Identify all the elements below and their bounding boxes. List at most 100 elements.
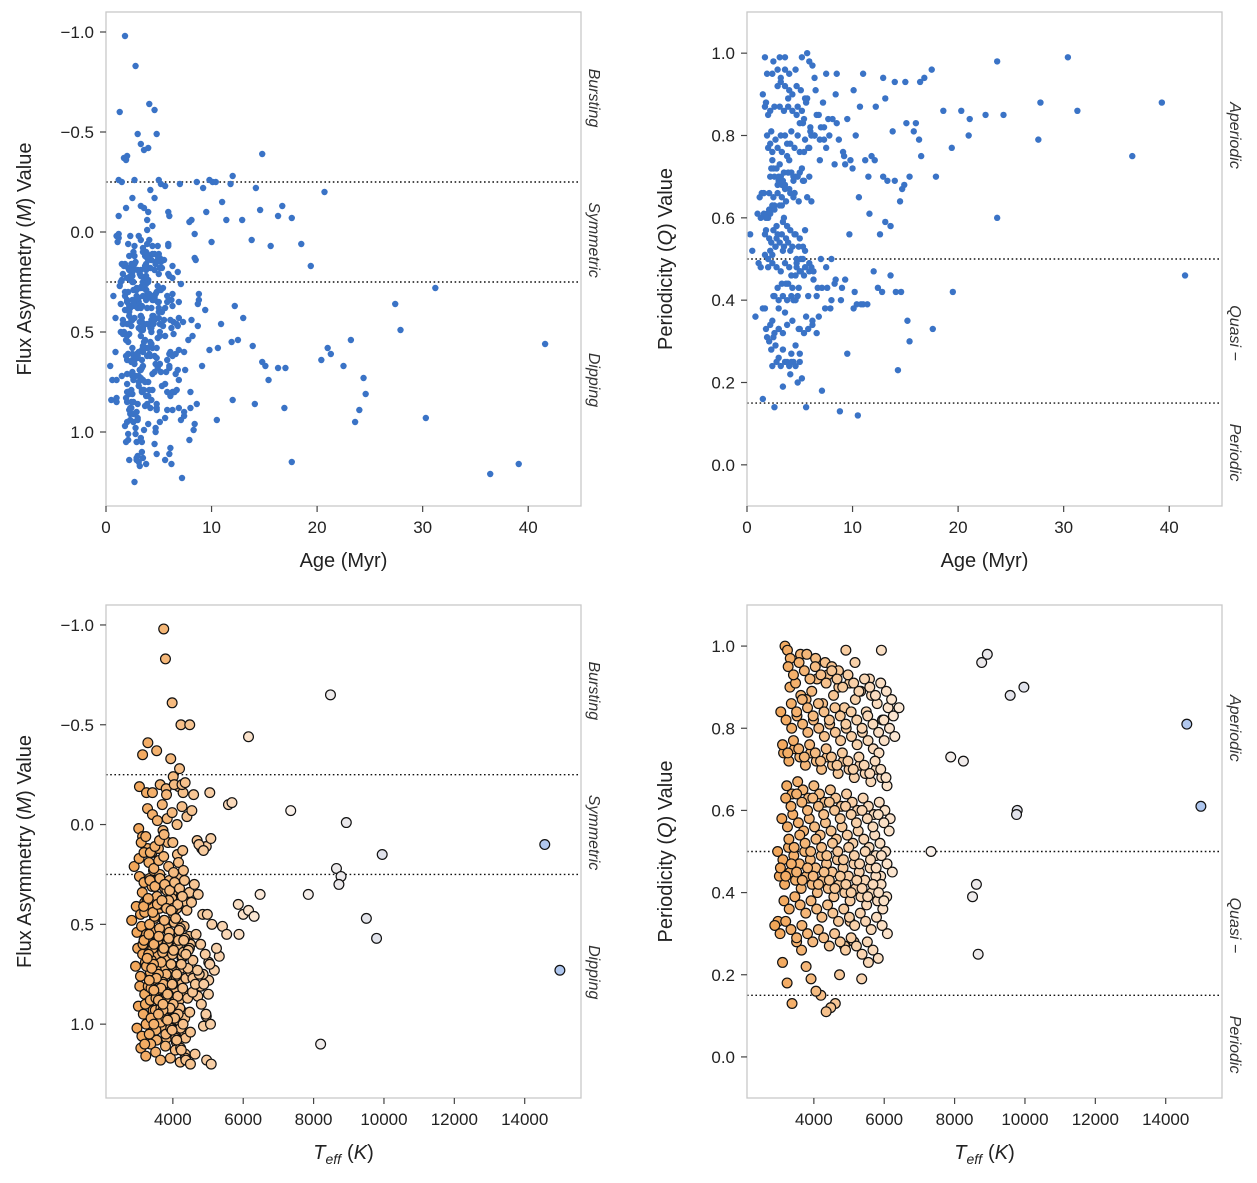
y-tick-label: 0.8	[711, 719, 735, 738]
data-point	[783, 152, 791, 160]
data-point	[976, 657, 988, 669]
data-point	[791, 788, 803, 800]
data-point	[797, 718, 809, 730]
data-point	[487, 470, 494, 478]
data-point	[806, 685, 818, 697]
data-point	[826, 837, 838, 849]
data-point	[124, 430, 132, 438]
data-point	[115, 230, 122, 238]
data-point	[175, 958, 187, 970]
data-point	[749, 247, 756, 254]
data-point	[887, 710, 899, 722]
data-point	[113, 376, 120, 384]
data-point	[769, 157, 776, 164]
data-point	[356, 406, 363, 414]
data-point	[784, 169, 792, 176]
data-point	[127, 232, 134, 240]
data-point	[834, 936, 846, 948]
data-point	[167, 837, 179, 849]
x-tick-label: 30	[1054, 518, 1073, 537]
data-point	[195, 296, 203, 304]
data-point	[844, 350, 851, 357]
data-point	[826, 132, 833, 139]
data-point	[809, 62, 816, 69]
data-point	[787, 735, 799, 747]
data-point	[178, 474, 186, 482]
data-point	[815, 755, 827, 767]
data-point	[141, 336, 149, 344]
x-tick-label: 4000	[154, 1110, 192, 1129]
data-point	[873, 887, 885, 899]
data-point	[850, 940, 862, 952]
data-point	[797, 268, 805, 275]
data-point	[771, 103, 778, 110]
data-point	[817, 255, 825, 263]
data-point	[809, 321, 816, 329]
data-point	[128, 322, 135, 330]
data-point	[857, 792, 869, 804]
data-point	[791, 706, 803, 718]
data-point	[799, 243, 807, 250]
data-point	[191, 230, 198, 238]
data-point	[143, 254, 151, 262]
data-point	[315, 1038, 327, 1050]
data-point	[133, 292, 140, 300]
data-point	[200, 1008, 212, 1020]
data-point	[810, 985, 822, 997]
data-point	[205, 1058, 217, 1070]
data-point	[865, 173, 872, 180]
data-point	[842, 669, 854, 681]
data-point	[808, 780, 820, 792]
data-point	[777, 362, 784, 370]
data-point	[993, 214, 1001, 222]
data-point	[157, 368, 165, 376]
data-point	[866, 210, 873, 217]
data-point	[847, 763, 859, 775]
data-point	[755, 259, 762, 267]
data-point	[858, 833, 870, 845]
data-point	[846, 231, 853, 238]
region-label: Dipping	[585, 945, 602, 999]
data-point	[161, 789, 173, 801]
data-point	[177, 1018, 189, 1030]
data-point	[131, 252, 138, 260]
data-point	[874, 837, 886, 849]
x-tick-label: 40	[519, 518, 538, 537]
data-point	[790, 358, 797, 366]
data-point	[802, 726, 814, 738]
scatter-points	[769, 640, 1207, 1018]
data-point	[884, 177, 891, 184]
data-point	[123, 380, 131, 388]
data-point	[119, 270, 127, 278]
data-point	[124, 436, 132, 444]
data-point	[160, 256, 168, 264]
data-point	[1004, 689, 1016, 701]
data-point	[248, 910, 260, 922]
region-label: Bursting	[585, 661, 602, 720]
data-point	[886, 693, 898, 705]
x-tick-label: 14000	[501, 1110, 548, 1129]
data-point	[150, 320, 157, 328]
data-point	[155, 298, 162, 306]
data-point	[802, 928, 814, 940]
data-point	[802, 404, 810, 411]
data-point	[238, 216, 246, 224]
data-point	[764, 264, 772, 271]
data-point	[760, 210, 768, 217]
data-point	[554, 964, 566, 976]
data-point	[788, 350, 795, 357]
data-point	[803, 194, 811, 201]
data-point	[151, 745, 163, 757]
y-tick-label: 0.0	[70, 816, 94, 835]
data-point	[170, 912, 182, 924]
data-point	[184, 1006, 196, 1018]
data-point	[818, 706, 830, 718]
data-point	[747, 231, 754, 238]
data-point	[878, 895, 890, 907]
data-point	[821, 850, 833, 862]
data-point	[143, 928, 155, 940]
data-point	[175, 376, 183, 384]
data-point	[171, 1034, 183, 1046]
data-point	[796, 119, 803, 127]
